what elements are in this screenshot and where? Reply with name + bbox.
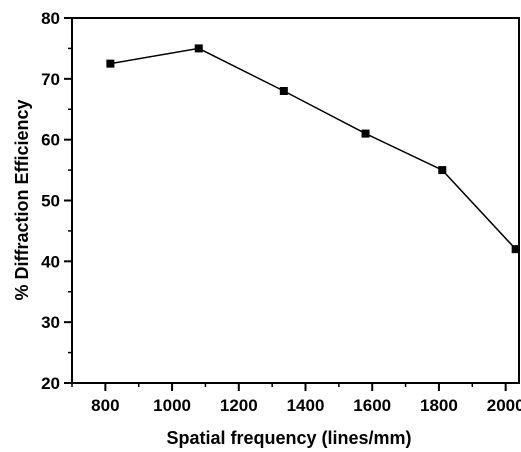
- x-axis-title: Spatial frequency (lines/mm): [166, 428, 411, 448]
- x-tick-label: 1600: [353, 396, 391, 415]
- x-tick-label: 2000: [487, 396, 521, 415]
- x-tick-label: 1000: [153, 396, 191, 415]
- y-axis-title: % Diffraction Efficiency: [12, 99, 32, 300]
- y-tick-label: 80: [41, 9, 60, 28]
- data-point: [106, 59, 115, 68]
- data-point: [279, 87, 288, 95]
- plot-axes: 800 1000 1200 1400 1600 1800 2000 20 30 40 50 60 70 8…: [41, 9, 521, 415]
- x-tick-label: 1400: [287, 396, 325, 415]
- plot-frame: [71, 17, 520, 384]
- x-tick-label: 1800: [420, 396, 458, 415]
- data-point: [361, 129, 370, 138]
- x-tick-label: 800: [91, 396, 119, 415]
- data-point: [511, 245, 520, 254]
- y-tick-label: 30: [41, 313, 60, 332]
- series-line: [110, 47, 517, 250]
- data-point: [194, 44, 203, 53]
- y-tick-label: 70: [41, 70, 60, 89]
- data-series: [106, 44, 520, 254]
- y-tick-label: 40: [41, 252, 60, 271]
- y-tick-label: 20: [41, 374, 60, 393]
- data-point: [438, 166, 447, 175]
- y-tick-label: 60: [41, 131, 60, 150]
- y-tick-label: 50: [41, 192, 60, 211]
- x-tick-label: 1200: [220, 396, 258, 415]
